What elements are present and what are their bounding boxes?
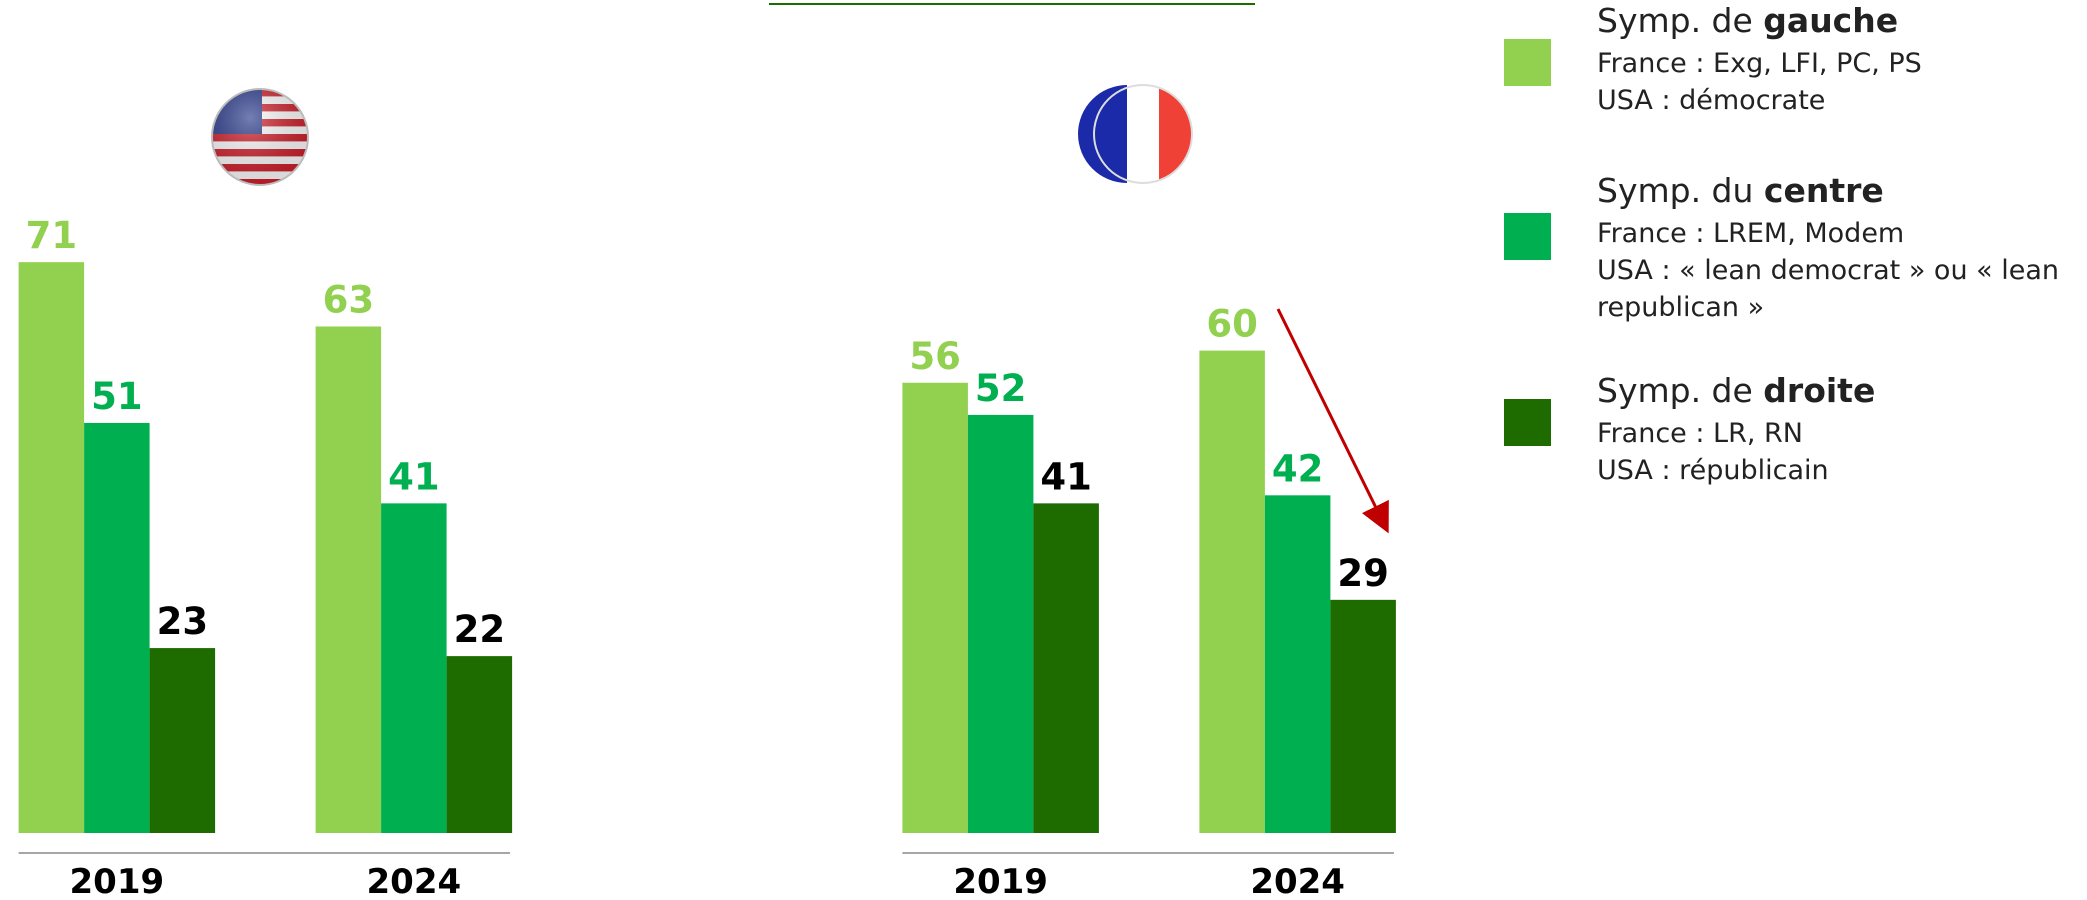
- bar: [1264, 495, 1331, 833]
- bar: [149, 648, 216, 833]
- bar: [381, 503, 447, 833]
- data-label: 51: [91, 375, 143, 418]
- data-label: 42: [1272, 447, 1324, 490]
- legend-prefix: Symp. du: [1597, 171, 1764, 210]
- us-flag: [211, 88, 309, 186]
- trend-arrow: [1276, 308, 1389, 534]
- x-tick-label: 2024: [1250, 862, 1345, 900]
- legend-line: USA : « lean democrat » ou « lean: [1597, 255, 2059, 286]
- bar: [1033, 503, 1099, 833]
- bar: [446, 656, 513, 833]
- bar: [1199, 350, 1265, 833]
- legend-line: France : Exg, LFI, PC, PS: [1597, 48, 1922, 79]
- legend-line: USA : républicain: [1597, 455, 1829, 486]
- legend-line: USA : démocrate: [1597, 85, 1825, 116]
- bar: [1330, 599, 1396, 833]
- data-label: 41: [1040, 455, 1092, 498]
- bar: [84, 422, 150, 833]
- legend-prefix: Symp. de: [1597, 1, 1763, 40]
- data-label: 41: [388, 455, 440, 498]
- legend-name: gauche: [1763, 1, 1898, 40]
- legend-title: Symp. de gauche: [1597, 1, 1898, 40]
- bar: [315, 326, 382, 833]
- bar: [967, 414, 1034, 833]
- legend-title: Symp. de droite: [1597, 371, 1875, 410]
- data-label: 60: [1206, 303, 1258, 346]
- legend-swatch: [1504, 213, 1551, 260]
- data-label: 63: [323, 278, 375, 321]
- legend-name: centre: [1764, 171, 1884, 210]
- legend-line: France : LR, RN: [1597, 418, 1803, 449]
- data-label: 29: [1337, 552, 1389, 595]
- bar: [18, 262, 85, 833]
- legend-line: republican »: [1597, 292, 1764, 323]
- x-tick-label: 2019: [953, 862, 1048, 900]
- legend-name: droite: [1763, 371, 1875, 410]
- legend-prefix: Symp. de: [1597, 371, 1763, 410]
- data-label: 52: [975, 367, 1027, 410]
- legend-title: Symp. du centre: [1597, 171, 1884, 210]
- bar: [902, 382, 968, 833]
- legend-swatch: [1504, 39, 1551, 86]
- x-tick-label: 2024: [367, 862, 462, 900]
- data-label: 71: [26, 214, 78, 257]
- legend-swatch: [1504, 399, 1551, 446]
- x-tick-label: 2019: [70, 862, 165, 900]
- fr-flag: [1078, 84, 1193, 184]
- data-label: 22: [454, 608, 506, 651]
- data-label: 56: [909, 335, 961, 378]
- legend-line: France : LREM, Modem: [1597, 218, 1904, 249]
- data-label: 23: [157, 600, 209, 643]
